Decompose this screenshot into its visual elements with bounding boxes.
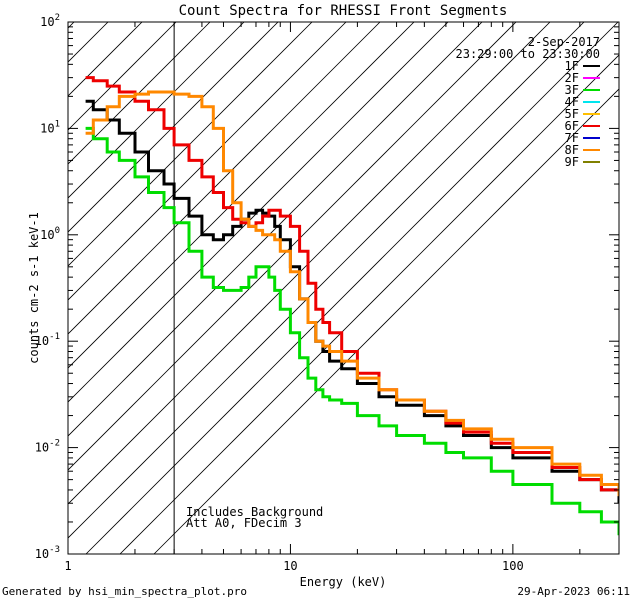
date-label: 2-Sep-2017	[528, 35, 600, 49]
y-axis-label: counts cm-2 s-1 keV-1	[27, 212, 41, 364]
footer-generated: Generated by hsi_min_spectra_plot.pro	[2, 585, 248, 598]
x-tick-label: 1	[64, 559, 71, 573]
hatch-line	[85, 22, 619, 554]
chart-title: Count Spectra for RHESSI Front Segments	[179, 3, 508, 19]
hatch-line	[153, 88, 619, 554]
x-axis-label: Energy (keV)	[300, 575, 387, 589]
series-6F	[85, 76, 619, 497]
hatch-line	[119, 54, 619, 554]
hatch-line	[68, 22, 211, 165]
hatch-line	[68, 22, 279, 233]
hatch-line	[68, 22, 517, 471]
series-3F	[85, 126, 619, 536]
y-tick-label: 100	[40, 226, 60, 242]
y-tick-label: 10-3	[35, 545, 60, 561]
hatch-line	[68, 22, 75, 29]
y-tick-label: 101	[40, 119, 60, 135]
annotation-background: Includes Background	[186, 505, 323, 519]
hatch-line	[68, 22, 449, 403]
legend-label-5F: 5F	[565, 107, 579, 121]
hatch-line	[68, 22, 585, 539]
legend-label-8F: 8F	[565, 143, 579, 157]
series-8F	[85, 90, 619, 497]
plot-frame	[67, 21, 620, 555]
series-1F	[85, 99, 619, 504]
hatch-line	[68, 22, 483, 437]
legend-label-3F: 3F	[565, 83, 579, 97]
annotation-attenuator: Att A0, FDecim 3	[186, 516, 302, 530]
hatch-line	[68, 22, 143, 97]
time-range-label: 23:29:00 to 23:30:00	[456, 47, 601, 61]
hatch-line	[68, 22, 313, 267]
x-tick-label: 10	[283, 559, 297, 573]
legend-label-9F: 9F	[565, 155, 579, 169]
hatch-line	[68, 22, 347, 301]
legend-label-6F: 6F	[565, 119, 579, 133]
hatch-line	[68, 22, 551, 505]
legend-label-4F: 4F	[565, 95, 579, 109]
hatch-line	[68, 22, 415, 369]
x-tick-label: 100	[502, 559, 524, 573]
hatch-line	[68, 22, 245, 199]
footer-timestamp: 29-Apr-2023 06:11	[517, 585, 630, 598]
y-tick-label: 102	[40, 13, 60, 29]
hatch-line	[68, 22, 381, 335]
legend-label-1F: 1F	[565, 59, 579, 73]
legend-label-2F: 2F	[565, 71, 579, 85]
y-tick-label: 10-1	[35, 332, 60, 348]
y-axis-label-text: counts cm-2 s-1 keV-1	[27, 212, 41, 364]
y-tick-label: 10-2	[35, 439, 60, 455]
legend-label-7F: 7F	[565, 131, 579, 145]
